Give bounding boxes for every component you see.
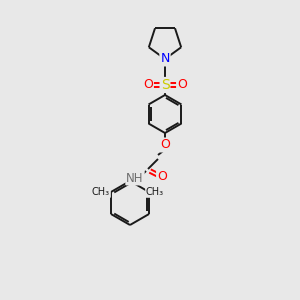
Text: CH₃: CH₃ (92, 187, 110, 197)
Text: NH: NH (126, 172, 144, 184)
Text: O: O (177, 79, 187, 92)
Text: S: S (160, 78, 169, 92)
Text: O: O (160, 139, 170, 152)
Text: CH₃: CH₃ (146, 187, 164, 197)
Text: N: N (160, 52, 170, 65)
Text: O: O (143, 79, 153, 92)
Text: O: O (157, 170, 167, 184)
